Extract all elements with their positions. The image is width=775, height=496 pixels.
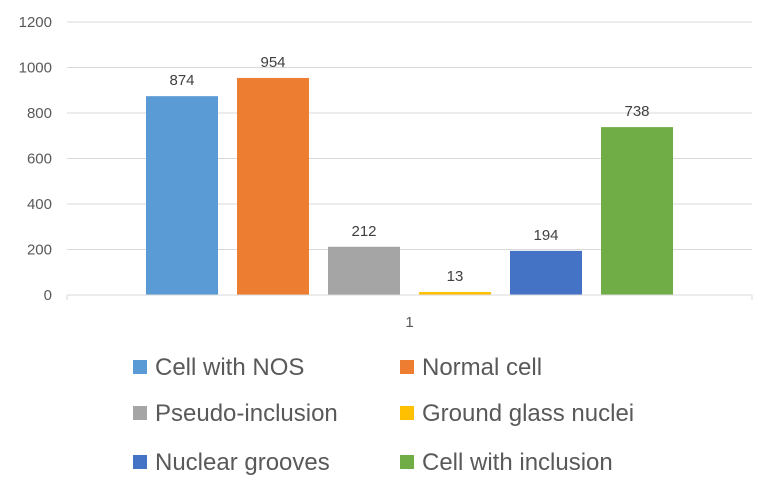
data-label-pseudo-inclusion: 212 bbox=[351, 223, 376, 240]
y-tick-label: 400 bbox=[27, 196, 52, 213]
y-tick-label: 200 bbox=[27, 242, 52, 259]
legend-label: Ground glass nuclei bbox=[422, 400, 634, 427]
y-tick-label: 1000 bbox=[19, 60, 52, 77]
legend-swatch bbox=[133, 360, 147, 374]
data-label-cell-with-inclusion: 738 bbox=[624, 103, 649, 120]
legend-swatch bbox=[400, 455, 414, 469]
bar-cell-with-nos bbox=[146, 96, 218, 295]
y-tick-label: 800 bbox=[27, 105, 52, 122]
bar-normal-cell bbox=[237, 77, 309, 295]
legend-item-cell-with-nos: Cell with NOS bbox=[133, 354, 304, 381]
data-label-normal-cell: 954 bbox=[260, 54, 285, 71]
data-label-nuclear-grooves: 194 bbox=[533, 227, 558, 244]
legend-item-nuclear-grooves: Nuclear grooves bbox=[133, 449, 330, 476]
data-label-ground-glass-nuclei: 13 bbox=[447, 268, 464, 285]
y-tick-label: 1200 bbox=[19, 14, 52, 31]
y-axis: 0 200 400 600 800 1000 1200 bbox=[19, 14, 52, 304]
legend-item-normal-cell: Normal cell bbox=[400, 354, 542, 381]
bar-cell-with-inclusion bbox=[601, 127, 673, 295]
legend-item-cell-with-inclusion: Cell with inclusion bbox=[400, 449, 613, 476]
x-tick-label: 1 bbox=[405, 314, 413, 331]
bars bbox=[146, 77, 673, 295]
y-tick-label: 600 bbox=[27, 151, 52, 168]
legend-label: Normal cell bbox=[422, 354, 542, 381]
legend-item-pseudo-inclusion: Pseudo-inclusion bbox=[133, 400, 338, 427]
legend-label: Pseudo-inclusion bbox=[155, 400, 338, 427]
bar-ground-glass-nuclei bbox=[419, 292, 491, 295]
legend-swatch bbox=[400, 360, 414, 374]
legend: Cell with NOS Normal cell Pseudo-inclusion… bbox=[133, 354, 634, 476]
legend-label: Nuclear grooves bbox=[155, 449, 330, 476]
data-labels: 874 954 212 13 194 738 bbox=[169, 54, 649, 285]
y-tick-label: 0 bbox=[44, 287, 52, 304]
legend-swatch bbox=[133, 406, 147, 420]
bar-pseudo-inclusion bbox=[328, 246, 400, 295]
legend-swatch bbox=[133, 455, 147, 469]
bar-nuclear-grooves bbox=[510, 250, 582, 295]
legend-label: Cell with inclusion bbox=[422, 449, 613, 476]
legend-swatch bbox=[400, 406, 414, 420]
x-axis: 1 bbox=[66, 294, 753, 331]
data-label-cell-with-nos: 874 bbox=[169, 72, 194, 89]
legend-item-ground-glass-nuclei: Ground glass nuclei bbox=[400, 400, 634, 427]
legend-label: Cell with NOS bbox=[155, 354, 304, 381]
